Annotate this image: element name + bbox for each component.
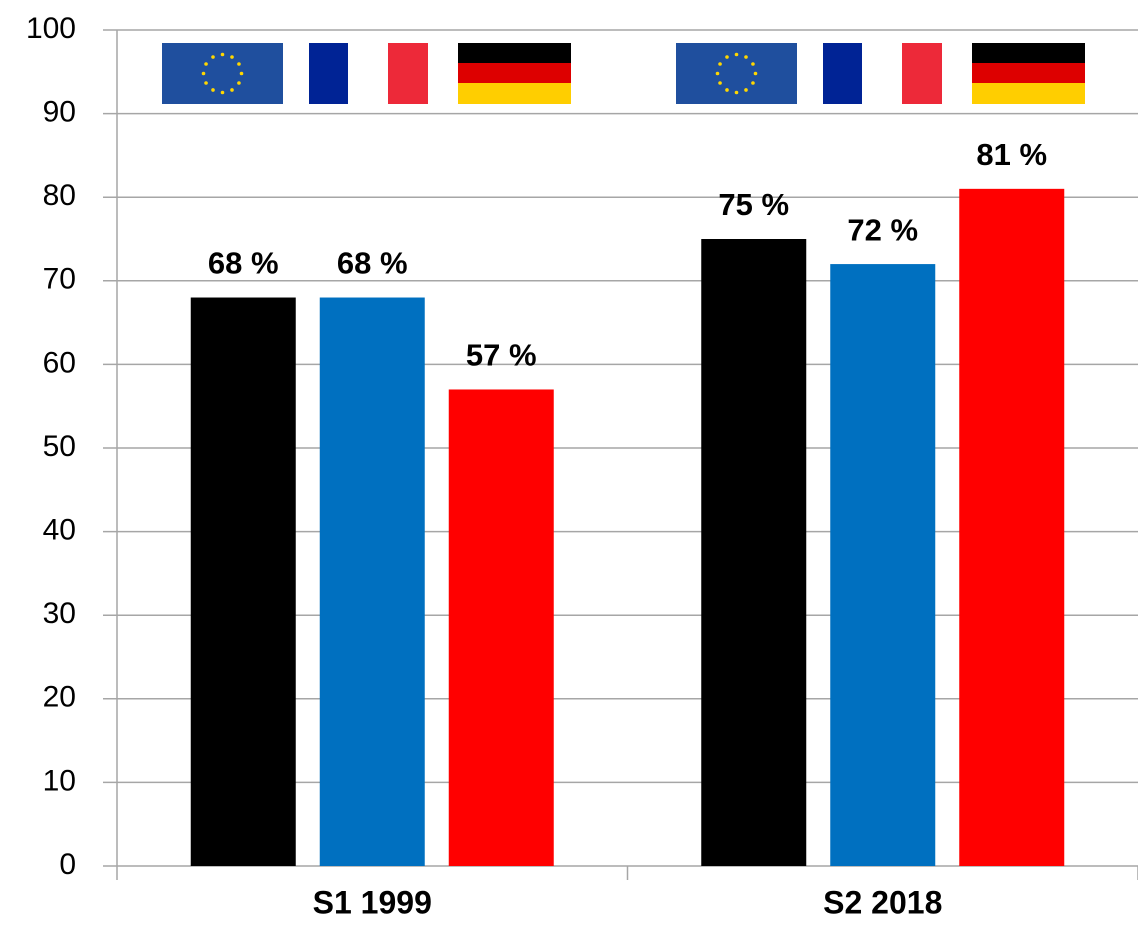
fr-blue xyxy=(309,43,348,104)
eu-star xyxy=(725,88,729,92)
eu-star xyxy=(204,81,208,85)
fr-blue xyxy=(823,43,862,104)
value-label: 68 % xyxy=(337,246,408,281)
de-black xyxy=(972,43,1085,64)
eu-star xyxy=(220,52,225,57)
y-tick-label: 80 xyxy=(43,179,76,212)
eu-flag xyxy=(162,43,283,104)
eu-star xyxy=(744,88,748,92)
eu-star xyxy=(751,81,755,85)
fr-red xyxy=(902,43,942,104)
value-label: 57 % xyxy=(466,338,537,373)
eu-flag xyxy=(676,43,797,104)
eu-star xyxy=(230,55,234,59)
y-tick-label: 60 xyxy=(43,346,76,379)
de-red xyxy=(458,63,571,84)
y-tick-label: 10 xyxy=(43,764,76,797)
bar xyxy=(448,389,554,866)
x-tick-label: S1 1999 xyxy=(313,884,432,920)
eu-star xyxy=(204,62,208,66)
eu-star xyxy=(237,62,241,66)
eu-star xyxy=(201,71,206,76)
fr-red xyxy=(388,43,428,104)
de-gold xyxy=(458,83,571,104)
y-tick-label: 70 xyxy=(43,263,76,296)
bar xyxy=(701,239,807,866)
bar xyxy=(830,264,936,867)
value-label: 81 % xyxy=(976,137,1047,172)
x-tick-label: S2 2018 xyxy=(823,884,942,920)
eu-star xyxy=(751,62,755,66)
eu-star xyxy=(718,62,722,66)
y-tick-label: 100 xyxy=(26,12,76,45)
y-tick-label: 20 xyxy=(43,681,76,714)
eu-star xyxy=(211,55,215,59)
value-label: 68 % xyxy=(208,246,279,281)
y-tick-label: 0 xyxy=(59,848,76,881)
value-label: 75 % xyxy=(718,187,789,222)
eu-star xyxy=(744,55,748,59)
de-red xyxy=(972,63,1085,84)
de-gold xyxy=(972,83,1085,104)
value-label: 72 % xyxy=(847,212,918,247)
eu-star xyxy=(239,71,244,76)
eu-star xyxy=(734,52,739,57)
y-tick-label: 30 xyxy=(43,597,76,630)
y-tick-label: 90 xyxy=(43,96,76,129)
eu-star xyxy=(725,55,729,59)
eu-star xyxy=(230,88,234,92)
eu-star xyxy=(718,81,722,85)
eu-star xyxy=(211,88,215,92)
eu-star xyxy=(753,71,758,76)
eu-star xyxy=(220,90,225,95)
y-tick-label: 40 xyxy=(43,514,76,547)
bar xyxy=(319,297,425,866)
bar xyxy=(190,297,296,866)
de-black xyxy=(458,43,571,64)
eu-star xyxy=(237,81,241,85)
bar xyxy=(959,188,1065,867)
y-tick-label: 50 xyxy=(43,430,76,463)
eu-star xyxy=(715,71,720,76)
eu-star xyxy=(734,90,739,95)
flags xyxy=(162,43,1085,104)
